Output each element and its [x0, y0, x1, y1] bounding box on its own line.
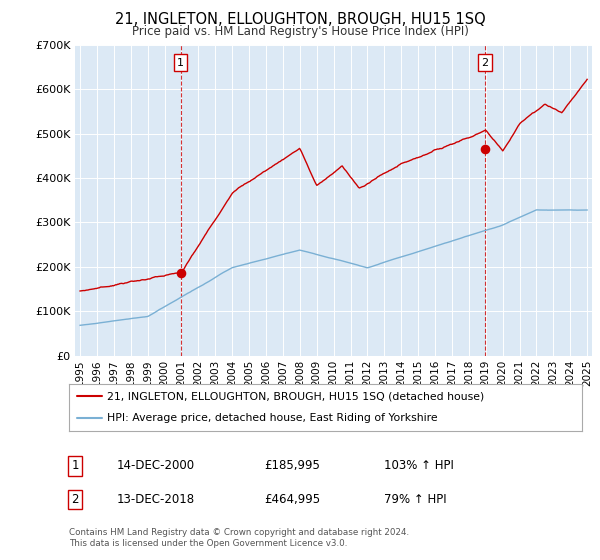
Point — [176, 269, 185, 278]
Text: HPI: Average price, detached house, East Riding of Yorkshire: HPI: Average price, detached house, East… — [107, 413, 438, 423]
Text: 13-DEC-2018: 13-DEC-2018 — [117, 493, 195, 506]
Text: 103% ↑ HPI: 103% ↑ HPI — [384, 459, 454, 473]
Point — [480, 144, 490, 153]
Text: £464,995: £464,995 — [264, 493, 320, 506]
Text: 14-DEC-2000: 14-DEC-2000 — [117, 459, 195, 473]
Text: 1: 1 — [177, 58, 184, 68]
Text: 21, INGLETON, ELLOUGHTON, BROUGH, HU15 1SQ: 21, INGLETON, ELLOUGHTON, BROUGH, HU15 1… — [115, 12, 485, 27]
Text: Contains HM Land Registry data © Crown copyright and database right 2024.: Contains HM Land Registry data © Crown c… — [69, 528, 409, 536]
Text: 2: 2 — [481, 58, 488, 68]
Text: £185,995: £185,995 — [264, 459, 320, 473]
Text: 2: 2 — [71, 493, 79, 506]
Text: 1: 1 — [71, 459, 79, 473]
Text: This data is licensed under the Open Government Licence v3.0.: This data is licensed under the Open Gov… — [69, 539, 347, 548]
Text: Price paid vs. HM Land Registry's House Price Index (HPI): Price paid vs. HM Land Registry's House … — [131, 25, 469, 38]
Text: 79% ↑ HPI: 79% ↑ HPI — [384, 493, 446, 506]
Text: 21, INGLETON, ELLOUGHTON, BROUGH, HU15 1SQ (detached house): 21, INGLETON, ELLOUGHTON, BROUGH, HU15 1… — [107, 391, 485, 402]
